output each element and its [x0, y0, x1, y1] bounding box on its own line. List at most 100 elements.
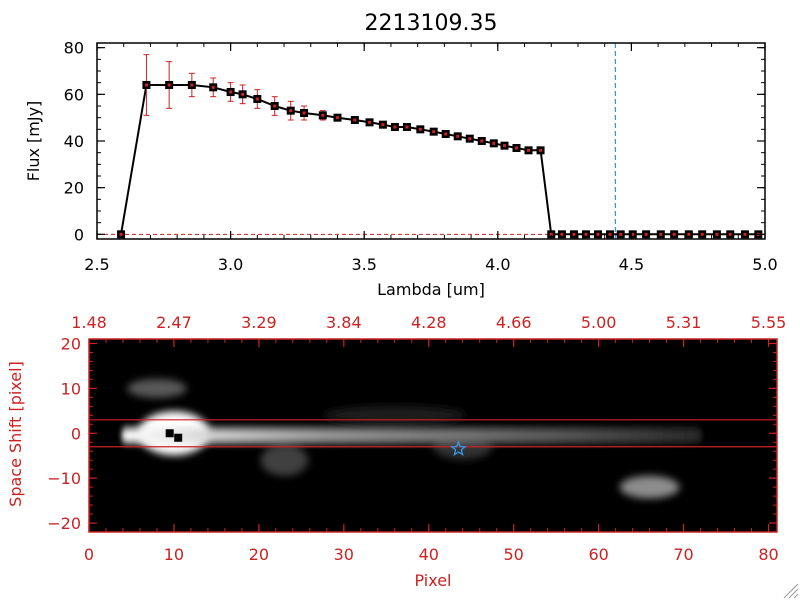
- data-point-center: [468, 137, 472, 141]
- data-point-center: [539, 148, 543, 152]
- data-point-center: [302, 111, 306, 115]
- x-tick-label: 0: [84, 545, 94, 564]
- source-blob: [323, 405, 467, 425]
- data-point-center: [241, 92, 245, 96]
- data-point-center: [492, 141, 496, 145]
- data-point-center: [273, 104, 277, 108]
- image-frame: [88, 338, 778, 533]
- data-point-center: [144, 83, 148, 87]
- image-ticks: 0 1.48 10 2.47 20 3.29 30 3.84 40 4.28 50 4.66 60 5.0…: [47, 313, 786, 564]
- source-blob: [260, 444, 309, 476]
- data-point-center: [584, 232, 588, 236]
- top-axis-label: 4.28: [411, 313, 447, 332]
- data-point-center: [381, 123, 385, 127]
- data-point-center: [596, 232, 600, 236]
- top-axis-label: 5.00: [581, 313, 617, 332]
- y-tick-label: 0: [74, 225, 84, 244]
- y-tick-label: 10: [61, 379, 81, 398]
- data-point-center: [167, 83, 171, 87]
- image-y-axis-label: Space Shift [pixel]: [6, 361, 25, 507]
- source-blob: [619, 475, 680, 499]
- data-point-center: [418, 127, 422, 131]
- data-point-center: [405, 125, 409, 129]
- top-axis-label: 3.84: [326, 313, 362, 332]
- data-point-center: [119, 232, 123, 236]
- data-point-center: [619, 232, 623, 236]
- data-point-center: [560, 232, 564, 236]
- top-axis-label: 4.66: [496, 313, 532, 332]
- data-point-center: [527, 148, 531, 152]
- data-point-center: [608, 232, 612, 236]
- data-point-center: [515, 146, 519, 150]
- data-point-center: [229, 90, 233, 94]
- spectrum-frame: [96, 42, 766, 240]
- data-point-center: [631, 232, 635, 236]
- star-marker: [450, 440, 467, 457]
- data-point-center: [335, 116, 339, 120]
- spectral-trace: [122, 431, 701, 440]
- x-tick-label: 20: [249, 545, 269, 564]
- spectrum-x-axis-label: Lambda [um]: [377, 280, 485, 299]
- spatial-image-plot-area: [89, 339, 777, 532]
- spatial-image-chart: 0 1.48 10 2.47 20 3.29 30 3.84 40 4.28 50 4.66 60 5.0…: [6, 313, 786, 590]
- data-point-center: [321, 113, 325, 117]
- x-tick-label: 5.0: [752, 255, 777, 274]
- data-point-center: [456, 134, 460, 138]
- data-point-center: [715, 232, 719, 236]
- spectrum-ticks: 2.5 3.0 3.5 4.0 4.5 5.0 0 20 40 60 80: [64, 39, 778, 274]
- top-axis-label: 5.31: [666, 313, 702, 332]
- x-tick-label: 30: [334, 545, 354, 564]
- image-x-axis-label: Pixel: [414, 571, 451, 590]
- spectrum-plot-area: [97, 43, 765, 239]
- y-tick-label: −10: [47, 469, 81, 488]
- x-tick-label: 60: [588, 545, 608, 564]
- data-point-center: [368, 120, 372, 124]
- data-point-center: [700, 232, 704, 236]
- resize-grip[interactable]: [783, 583, 799, 599]
- black-marker: [165, 429, 174, 438]
- data-point-center: [743, 232, 747, 236]
- data-point-center: [289, 109, 293, 113]
- x-tick-label: 70: [673, 545, 693, 564]
- y-tick-label: 60: [64, 85, 84, 104]
- data-point-center: [255, 97, 259, 101]
- y-tick-label: 20: [64, 179, 84, 198]
- data-point-center: [393, 125, 397, 129]
- x-tick-label: 4.5: [619, 255, 644, 274]
- y-tick-label: 40: [64, 132, 84, 151]
- x-tick-label: 10: [164, 545, 184, 564]
- data-point-center: [659, 232, 663, 236]
- chart-title: 2213109.35: [365, 11, 498, 36]
- data-point-center: [444, 132, 448, 136]
- spectrum-chart: 2213109.35 2.5 3.0 3.5 4.0 4.5 5.0 0 20 40 60 80 L…: [24, 11, 778, 299]
- data-point-center: [672, 232, 676, 236]
- data-point-center: [728, 232, 732, 236]
- source-blob: [127, 378, 187, 398]
- y-tick-label: 0: [71, 424, 81, 443]
- top-axis-label: 2.47: [156, 313, 192, 332]
- data-point-center: [211, 85, 215, 89]
- black-marker: [174, 433, 183, 442]
- x-tick-label: 4.0: [485, 255, 510, 274]
- data-point-center: [480, 139, 484, 143]
- x-tick-label: 80: [758, 545, 778, 564]
- data-point-center: [432, 130, 436, 134]
- x-tick-label: 3.5: [351, 255, 376, 274]
- data-point-center: [687, 232, 691, 236]
- x-tick-label: 3.0: [218, 255, 243, 274]
- data-point-center: [353, 118, 357, 122]
- spectrum-y-axis-label: Flux [mJy]: [24, 101, 43, 182]
- data-point-center: [190, 83, 194, 87]
- data-point-center: [549, 232, 553, 236]
- data-point-center: [644, 232, 648, 236]
- x-tick-label: 50: [504, 545, 524, 564]
- x-tick-label: 2.5: [84, 255, 109, 274]
- x-tick-label: 40: [419, 545, 439, 564]
- series-line: [120, 84, 759, 236]
- data-point-center: [502, 144, 506, 148]
- y-tick-label: −20: [47, 514, 81, 533]
- top-axis-label: 3.29: [241, 313, 277, 332]
- top-axis-label: 5.55: [751, 313, 787, 332]
- y-tick-label: 80: [64, 39, 84, 58]
